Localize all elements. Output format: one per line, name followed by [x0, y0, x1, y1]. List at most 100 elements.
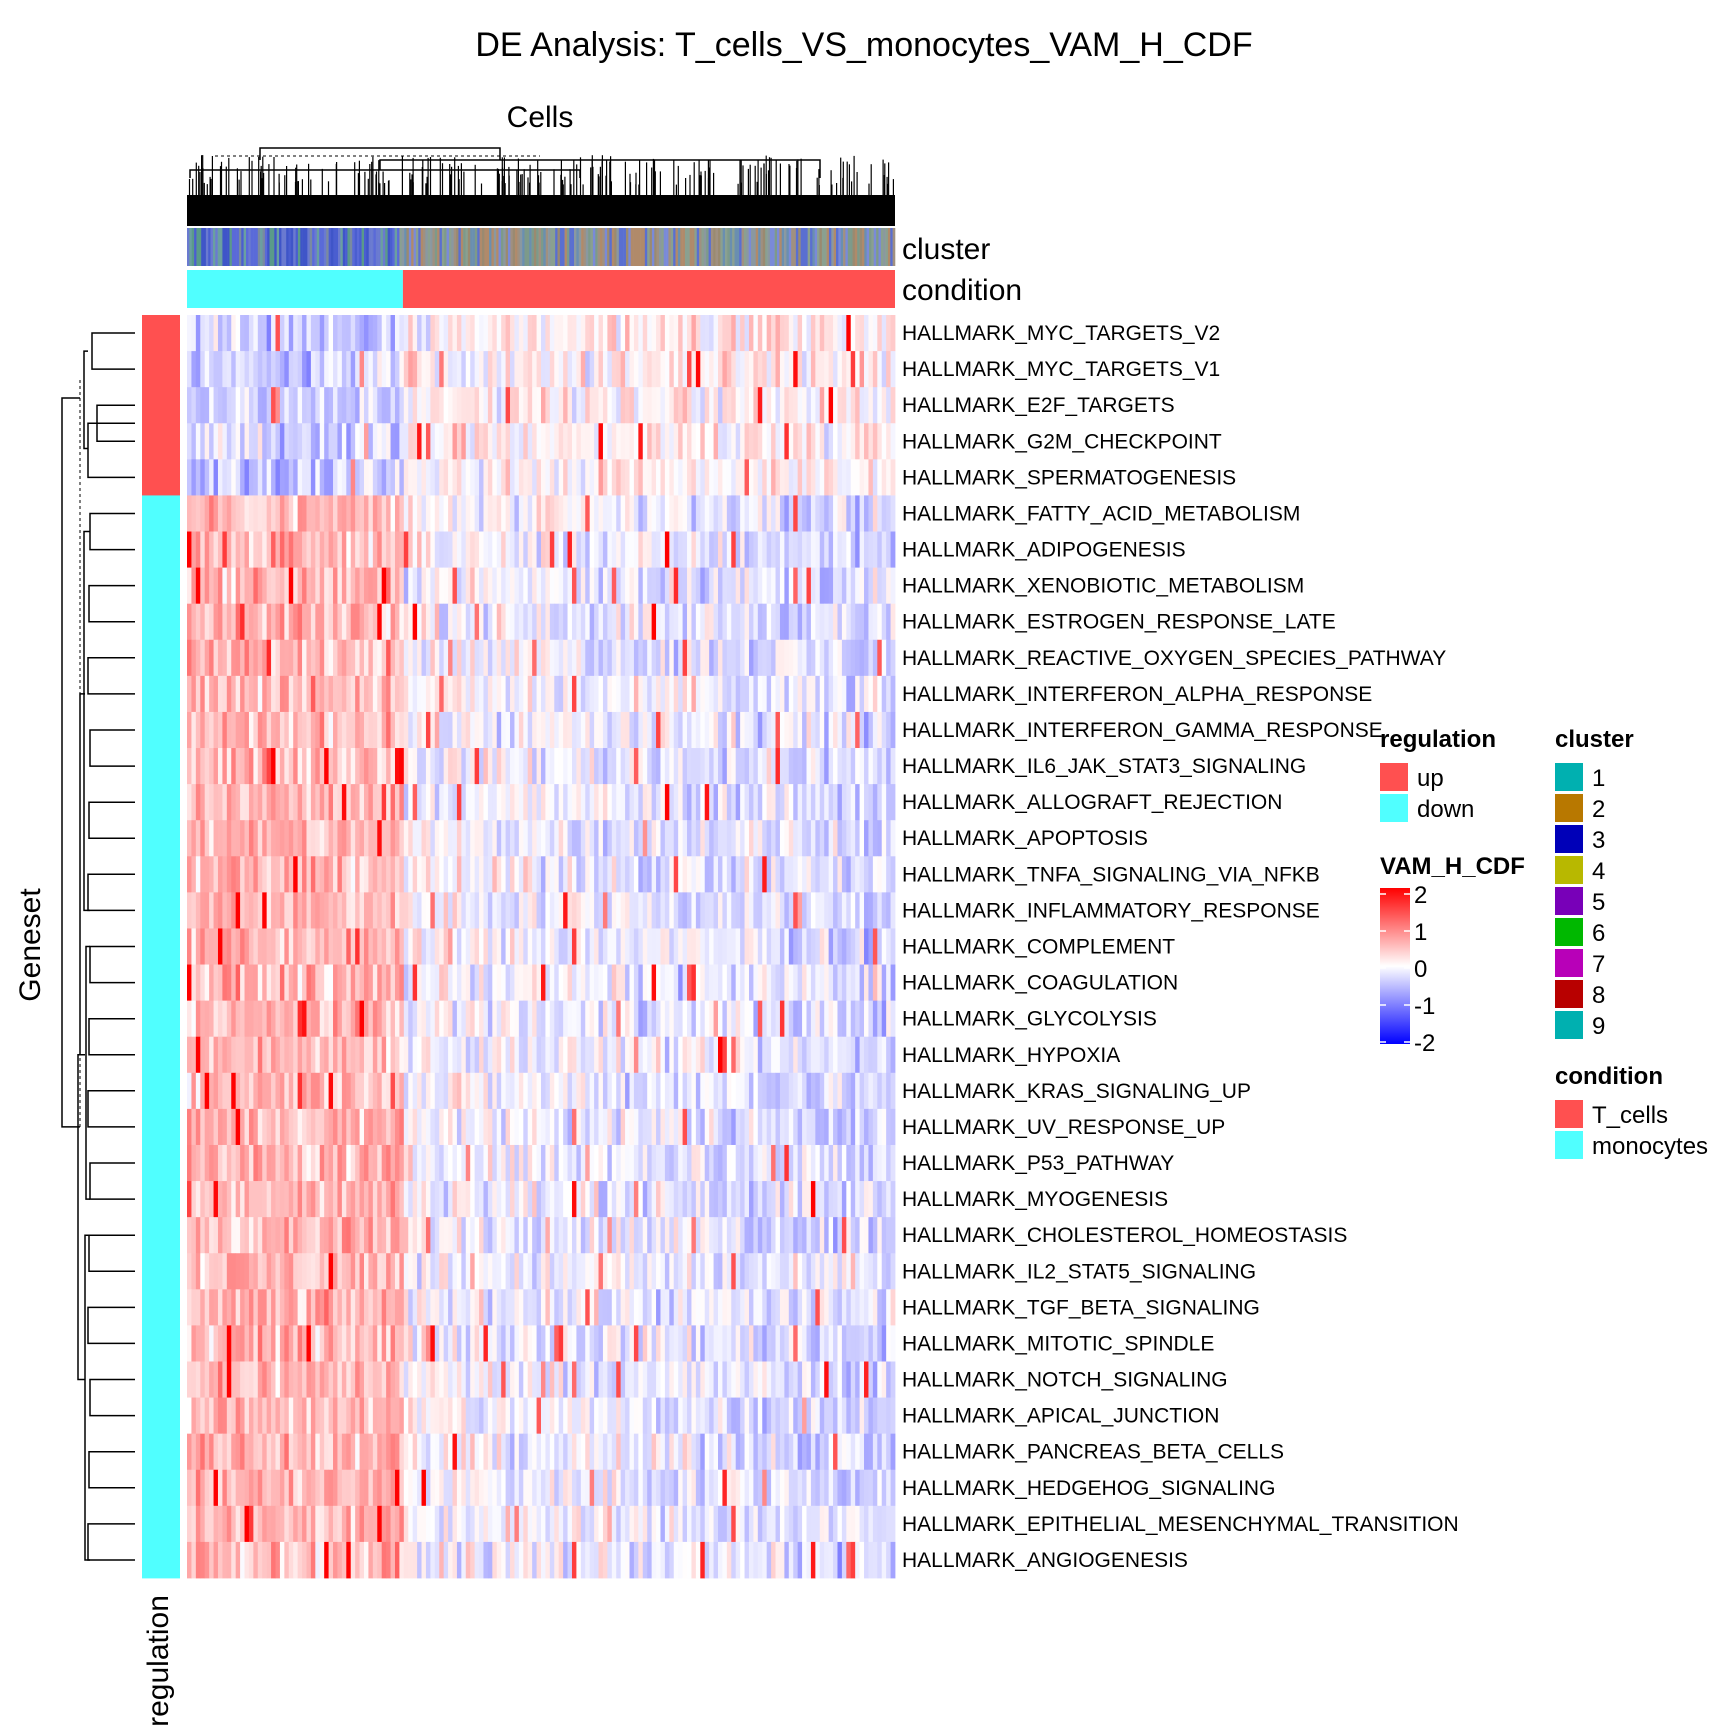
heatmap-cell [532, 1217, 537, 1254]
heatmap-cell [240, 603, 245, 641]
heatmap-cell [797, 820, 803, 857]
heatmap-cell [576, 856, 582, 893]
heatmap-cell [819, 1108, 825, 1146]
cluster-stripe [500, 228, 504, 266]
heatmap-cell [620, 387, 626, 424]
heatmap-cell [886, 820, 891, 857]
heatmap-cell [704, 387, 710, 424]
heatmap-cell [412, 964, 418, 1002]
heatmap-cell [235, 675, 241, 713]
heatmap-cell [248, 784, 254, 821]
heatmap-cell [881, 1181, 887, 1218]
heatmap-cell [886, 711, 891, 749]
heatmap-cell [483, 892, 489, 929]
heatmap-cell [713, 1217, 719, 1254]
heatmap-cell [412, 1217, 418, 1254]
heatmap-cell [642, 567, 648, 605]
heatmap-cell [390, 1108, 396, 1146]
heatmap-cell [700, 639, 706, 677]
heatmap-cell [496, 964, 502, 1002]
heatmap-cell [815, 675, 821, 713]
heatmap-cell [660, 820, 666, 857]
heatmap-cell [625, 1181, 630, 1218]
heatmap-cell [253, 675, 259, 713]
heatmap-cell [819, 1253, 825, 1290]
heatmap-cell [779, 1217, 785, 1254]
heatmap-cell [257, 856, 263, 893]
heatmap-cell [833, 892, 838, 929]
heatmap-cell [248, 964, 254, 1002]
heatmap-cell [735, 1000, 741, 1038]
heatmap-cell [625, 1144, 630, 1182]
cluster-stripe [824, 228, 827, 266]
heatmap-cell [279, 423, 285, 460]
heatmap-cell [284, 1253, 290, 1290]
heatmap-cell [656, 639, 661, 677]
heatmap-cell [217, 1217, 223, 1254]
heatmap-cell [726, 711, 732, 749]
heatmap-cell [421, 964, 427, 1002]
heatmap-cell [864, 1108, 869, 1146]
heatmap-cell [620, 892, 626, 929]
heatmap-cell [691, 1036, 697, 1074]
heatmap-cell [381, 675, 387, 713]
heatmap-cell [868, 1036, 874, 1074]
heatmap-cell [620, 531, 626, 568]
heatmap-cell [377, 1108, 383, 1146]
heatmap-cell [549, 1072, 555, 1110]
heatmap-cell [651, 315, 657, 352]
heatmap-cell [319, 531, 325, 568]
heatmap-cell [877, 820, 883, 857]
heatmap-cell [735, 964, 741, 1002]
heatmap-cell [403, 892, 409, 929]
heatmap-cell [408, 495, 414, 532]
heatmap-cell [368, 892, 374, 929]
heatmap-cell [713, 856, 719, 893]
heatmap-cell [470, 351, 476, 388]
heatmap-cell [240, 820, 245, 857]
heatmap-cell [461, 1181, 467, 1218]
heatmap-cell [266, 711, 272, 749]
heatmap-cell [607, 1000, 613, 1038]
heatmap-cell [788, 820, 794, 857]
heatmap-cell [514, 856, 520, 893]
heatmap-cell [386, 675, 391, 713]
heatmap-cell [576, 784, 582, 821]
heatmap-cell [346, 892, 352, 929]
heatmap-cell [523, 856, 529, 893]
heatmap-cell [510, 1144, 515, 1182]
heatmap-cell [248, 1144, 254, 1182]
heatmap-cell [762, 531, 768, 568]
heatmap-cell [297, 1253, 303, 1290]
heatmap-cell [541, 1253, 546, 1290]
heatmap-cell [346, 567, 352, 605]
heatmap-cell [217, 892, 223, 929]
heatmap-cell [850, 711, 856, 749]
heatmap-cell [700, 892, 706, 929]
heatmap-cell [607, 459, 613, 496]
heatmap-cell [722, 531, 728, 568]
heatmap-cell [850, 1144, 856, 1182]
heatmap-cell [372, 820, 378, 857]
heatmap-cell [563, 675, 568, 713]
heatmap-cell [465, 892, 471, 929]
heatmap-cell [302, 675, 307, 713]
heatmap-cell [213, 387, 219, 424]
heatmap-cell [797, 964, 803, 1002]
heatmap-cell [709, 1072, 714, 1110]
heatmap-cell [439, 964, 445, 1002]
heatmap-cell [403, 315, 409, 352]
heatmap-cell [434, 495, 440, 532]
heatmap-cell [647, 351, 653, 388]
heatmap-cell [501, 675, 507, 713]
heatmap-cell [850, 495, 856, 532]
heatmap-cell [890, 820, 896, 857]
heatmap-cell [359, 964, 365, 1002]
cluster-stripe [404, 228, 407, 266]
cluster-stripe [885, 228, 889, 266]
heatmap-cell [810, 675, 816, 713]
heatmap-cell [333, 1000, 338, 1038]
heatmap-cell [293, 748, 299, 785]
heatmap-cell [448, 387, 453, 424]
heatmap-cell [417, 892, 422, 929]
